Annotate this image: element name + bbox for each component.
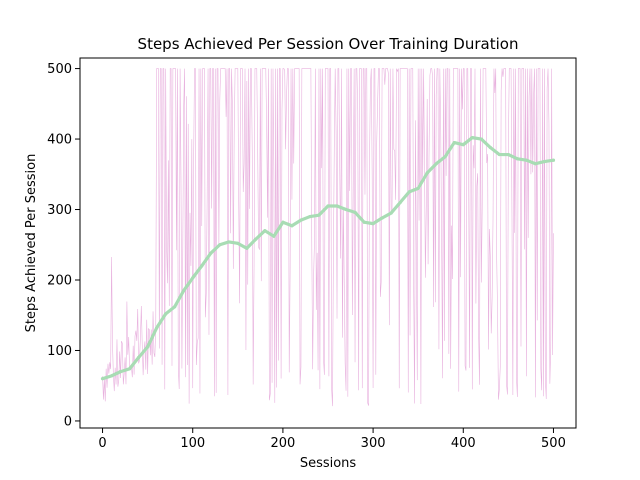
smoothed-point — [470, 136, 474, 140]
x-tick-label: 100 — [180, 436, 205, 451]
smoothed-point — [191, 276, 195, 280]
smoothed-point — [371, 222, 375, 226]
smoothed-point — [245, 246, 249, 250]
smoothed-point — [281, 220, 285, 224]
smoothed-point — [416, 186, 420, 190]
plot-frame — [79, 57, 577, 429]
smoothed-point — [551, 158, 556, 162]
x-tick-label: 300 — [361, 436, 386, 451]
x-tick-label: 500 — [541, 436, 566, 451]
smoothed-point — [118, 370, 123, 374]
smoothed-point — [461, 143, 465, 147]
smoothed-point — [173, 305, 177, 309]
smoothed-point — [452, 140, 456, 145]
x-tick-label: 200 — [270, 436, 295, 451]
smoothed-point — [389, 211, 393, 215]
smoothed-point — [326, 204, 330, 208]
x-axis-label: Sessions — [300, 456, 357, 471]
y-tick-label: 0 — [64, 414, 72, 429]
chart-title: Steps Achieved Per Session Over Training… — [138, 35, 519, 53]
y-tick-label: 500 — [47, 62, 72, 77]
x-tick-label: 400 — [451, 436, 476, 451]
y-tick-label: 100 — [47, 344, 72, 359]
smoothed-point — [182, 288, 186, 293]
smoothed-point — [443, 155, 447, 159]
smoothed-point — [254, 237, 258, 241]
smoothed-point — [308, 214, 312, 219]
y-tick-label: 400 — [47, 133, 72, 148]
smoothed-point — [109, 374, 114, 378]
smoothed-point — [317, 213, 321, 217]
smoothed-point — [236, 241, 240, 245]
smoothed-point — [362, 220, 366, 224]
x-tick-label: 0 — [98, 436, 106, 451]
smoothed-point — [506, 152, 510, 157]
smoothed-point — [407, 190, 411, 194]
smoothed-series — [100, 136, 556, 381]
smoothed-point — [425, 171, 429, 175]
smoothed-point — [200, 264, 204, 268]
raw-series — [102, 68, 554, 407]
smoothed-point — [542, 160, 547, 164]
smoothed-point — [100, 377, 105, 381]
smoothed-point — [272, 234, 276, 238]
smoothed-point — [533, 162, 538, 166]
smoothed-point — [515, 157, 519, 161]
smoothed-point — [335, 204, 339, 208]
y-axis-label: Steps Achieved Per Session — [24, 154, 39, 333]
smoothed-point — [434, 162, 438, 166]
smoothed-point — [524, 158, 529, 162]
smoothed-point — [290, 224, 294, 228]
smoothed-point — [344, 207, 348, 212]
smoothed-point — [227, 240, 231, 244]
raw-series-line — [102, 68, 554, 407]
x-axis: 0 100 200 300 400 500 — [98, 428, 566, 451]
y-tick-label: 200 — [47, 274, 72, 289]
smoothed-point — [137, 355, 141, 360]
smoothed-point — [488, 145, 492, 150]
smoothed-point — [155, 326, 159, 330]
smoothed-point — [146, 345, 150, 349]
y-tick-label: 300 — [47, 203, 72, 218]
smoothed-point — [209, 251, 213, 255]
smoothed-point — [497, 152, 501, 157]
smoothed-point — [479, 137, 483, 141]
smoothed-point — [398, 200, 402, 205]
smoothed-point — [218, 243, 222, 247]
smoothed-point — [299, 218, 303, 222]
smoothed-point — [380, 216, 384, 220]
smoothed-point — [164, 312, 168, 316]
smoothed-point — [263, 229, 267, 233]
smoothed-point — [128, 367, 132, 371]
smoothed-point — [353, 210, 357, 214]
y-axis: 0 100 200 300 400 500 — [47, 62, 80, 429]
